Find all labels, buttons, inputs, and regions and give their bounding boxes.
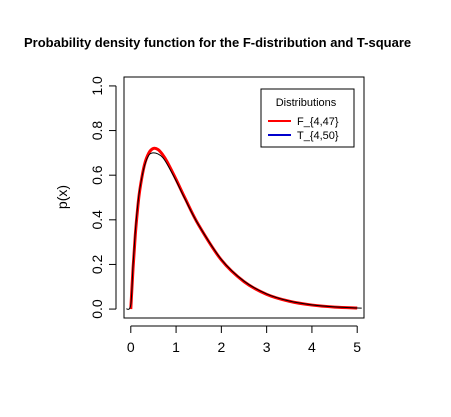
- legend-label-f: F_{4,47}: [297, 116, 339, 128]
- x-tick-label: 4: [308, 339, 316, 355]
- legend-label-t: T_{4,50}: [297, 130, 339, 142]
- x-tick-label: 2: [217, 339, 225, 355]
- y-tick-label: 0.6: [89, 165, 105, 185]
- series-layer: [125, 146, 362, 310]
- y-tick-label: 0.4: [89, 210, 105, 230]
- x-tick-label: 5: [353, 339, 361, 355]
- chart-title: Probability density function for the F-d…: [24, 35, 411, 50]
- x-tick-label: 1: [172, 339, 180, 355]
- x-tick-label: 0: [127, 339, 135, 355]
- y-tick-label: 0.0: [89, 299, 105, 319]
- y-axis-label: p(x): [54, 185, 70, 209]
- y-tick-label: 0.8: [89, 121, 105, 141]
- legend-box: [260, 88, 355, 148]
- y-tick-label: 0.2: [89, 255, 105, 275]
- x-tick-label: 3: [263, 339, 271, 355]
- y-tick-label: 1.0: [89, 76, 105, 96]
- series-line-t: [125, 152, 362, 310]
- plot-axes: 0 1 2 3 4 5 0.0 0.2 0.4 0.6 0.8 1.0: [89, 76, 361, 355]
- plot-box: [123, 76, 365, 319]
- legend-title: Distributions: [276, 97, 337, 109]
- series-line-f: [129, 146, 358, 310]
- legend: Distributions F_{4,47} T_{4,50}: [260, 88, 355, 148]
